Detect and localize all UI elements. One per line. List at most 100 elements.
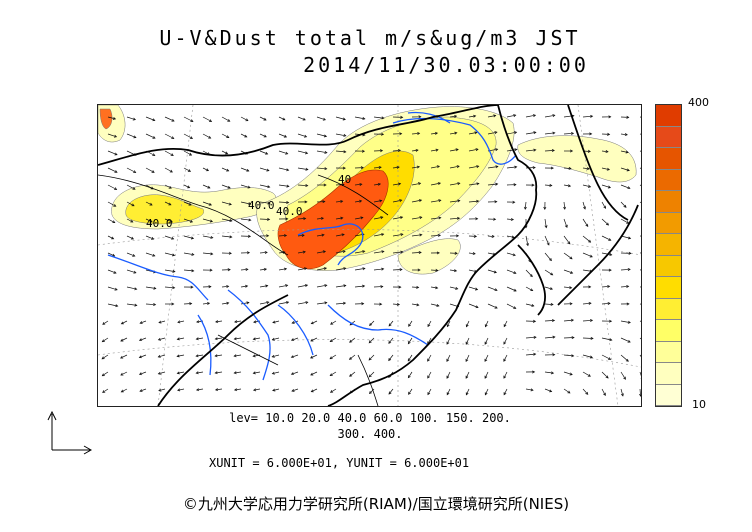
wind-arrow	[373, 268, 384, 271]
wind-arrowhead	[639, 393, 641, 397]
wind-arrow	[139, 354, 147, 358]
wind-arrowhead	[305, 167, 309, 171]
wind-arrowhead	[190, 119, 194, 122]
wind-arrowhead	[533, 335, 537, 339]
wind-arrowhead	[329, 339, 333, 342]
chart-title: U-V&Dust total m/s&ug/m3 JST	[159, 26, 581, 50]
wind-arrowhead	[605, 222, 610, 226]
wind-arrowhead	[465, 341, 469, 345]
wind-arrowhead	[113, 270, 117, 274]
wind-arrow	[240, 218, 251, 221]
wind-arrowhead	[304, 284, 309, 287]
wind-arrowhead	[472, 252, 476, 256]
wind-arrowhead	[626, 115, 630, 119]
wind-arrowhead	[456, 216, 461, 220]
wind-arrow	[215, 320, 223, 323]
wind-arrowhead	[503, 392, 507, 396]
wind-arrowhead	[226, 301, 230, 305]
wind-arrow	[484, 388, 489, 395]
wind-arrow	[392, 183, 401, 186]
wind-arrowhead	[324, 301, 328, 305]
wind-arrowhead	[484, 341, 488, 345]
wind-arrow	[349, 320, 356, 326]
wind-arrowhead	[567, 241, 571, 245]
wind-arrowhead	[102, 322, 106, 325]
wind-arrow	[487, 286, 498, 291]
wind-arrowhead	[171, 118, 175, 122]
wind-arrowhead	[607, 132, 611, 136]
contour-levels: lev= 10.0 20.0 40.0 60.0 100. 150. 200. …	[160, 410, 580, 442]
wind-arrowhead	[227, 185, 231, 189]
wind-arrow	[164, 286, 175, 289]
wind-arrowhead	[152, 135, 156, 139]
colorbar-segment	[656, 148, 681, 170]
wind-arrow	[620, 150, 629, 153]
wind-arrowhead	[533, 131, 537, 135]
wind-arrowhead	[503, 324, 507, 328]
wind-arrow	[145, 286, 156, 289]
wind-arrow	[335, 217, 343, 220]
wind-arrowhead	[131, 203, 135, 207]
wind-arrow	[234, 371, 242, 374]
wind-arrowhead	[380, 216, 384, 220]
wind-arrowhead	[494, 200, 498, 204]
wind-arrowhead	[267, 201, 271, 205]
wind-arrowhead	[569, 372, 573, 376]
wind-arrowhead	[484, 324, 488, 328]
wind-arrow	[639, 303, 641, 305]
wind-arrow	[354, 183, 362, 186]
wind-arrowhead	[226, 135, 230, 138]
dust-core	[277, 169, 389, 270]
wind-arrowhead	[301, 233, 305, 237]
wind-arrow	[221, 235, 232, 238]
colorbar-segment	[656, 191, 681, 213]
wind-arrow	[506, 114, 516, 118]
wind-arrowhead	[252, 371, 256, 375]
wind-arrow	[449, 115, 457, 118]
wind-arrow	[369, 320, 375, 326]
wind-arrowhead	[473, 234, 478, 238]
wind-arrowhead	[417, 268, 421, 272]
wind-arrowhead	[286, 201, 290, 205]
wind-arrowhead	[605, 375, 609, 379]
wind-arrowhead	[380, 149, 384, 153]
wind-arrowhead	[624, 133, 628, 137]
wind-arrowhead	[286, 168, 290, 172]
wind-arrow	[601, 354, 611, 360]
wind-arrowhead	[171, 302, 175, 306]
wind-arrowhead	[548, 258, 552, 262]
wind-arrowhead	[626, 168, 630, 172]
wind-arrow	[506, 252, 516, 256]
wind-arrowhead	[625, 150, 629, 154]
wind-arrow	[183, 252, 194, 256]
wind-arrow	[427, 320, 432, 327]
wind-arrowhead	[513, 183, 517, 187]
wind-arrowhead	[322, 117, 326, 121]
wind-arrowhead	[214, 388, 219, 392]
wind-arrow	[158, 320, 166, 324]
wind-arrow	[177, 337, 185, 340]
wind-arrowhead	[247, 185, 251, 189]
chart-timestamp: 2014/11/30.03:00:00	[303, 53, 589, 77]
wind-arrow	[465, 354, 470, 362]
wind-arrowhead	[112, 220, 116, 224]
wind-arrow	[620, 388, 624, 396]
wind-arrowhead	[340, 216, 344, 220]
wind-arrowhead	[436, 165, 441, 169]
wind-arrow	[311, 320, 318, 325]
wind-arrow	[430, 217, 441, 220]
borders	[98, 174, 389, 406]
wind-arrow	[272, 337, 280, 341]
wind-arrow	[373, 286, 383, 288]
wind-arrow	[601, 235, 611, 241]
wind-arrow	[297, 251, 306, 254]
wind-arrow	[601, 337, 612, 341]
wind-arrow	[368, 354, 375, 361]
wind-arrow	[272, 320, 280, 323]
wind-arrowhead	[529, 274, 533, 278]
wind-arrow	[259, 116, 267, 121]
wind-arrowhead	[272, 320, 276, 324]
wind-arrowhead	[214, 337, 218, 341]
wind-arrowhead	[330, 321, 334, 325]
wind-arrowhead	[114, 287, 118, 291]
